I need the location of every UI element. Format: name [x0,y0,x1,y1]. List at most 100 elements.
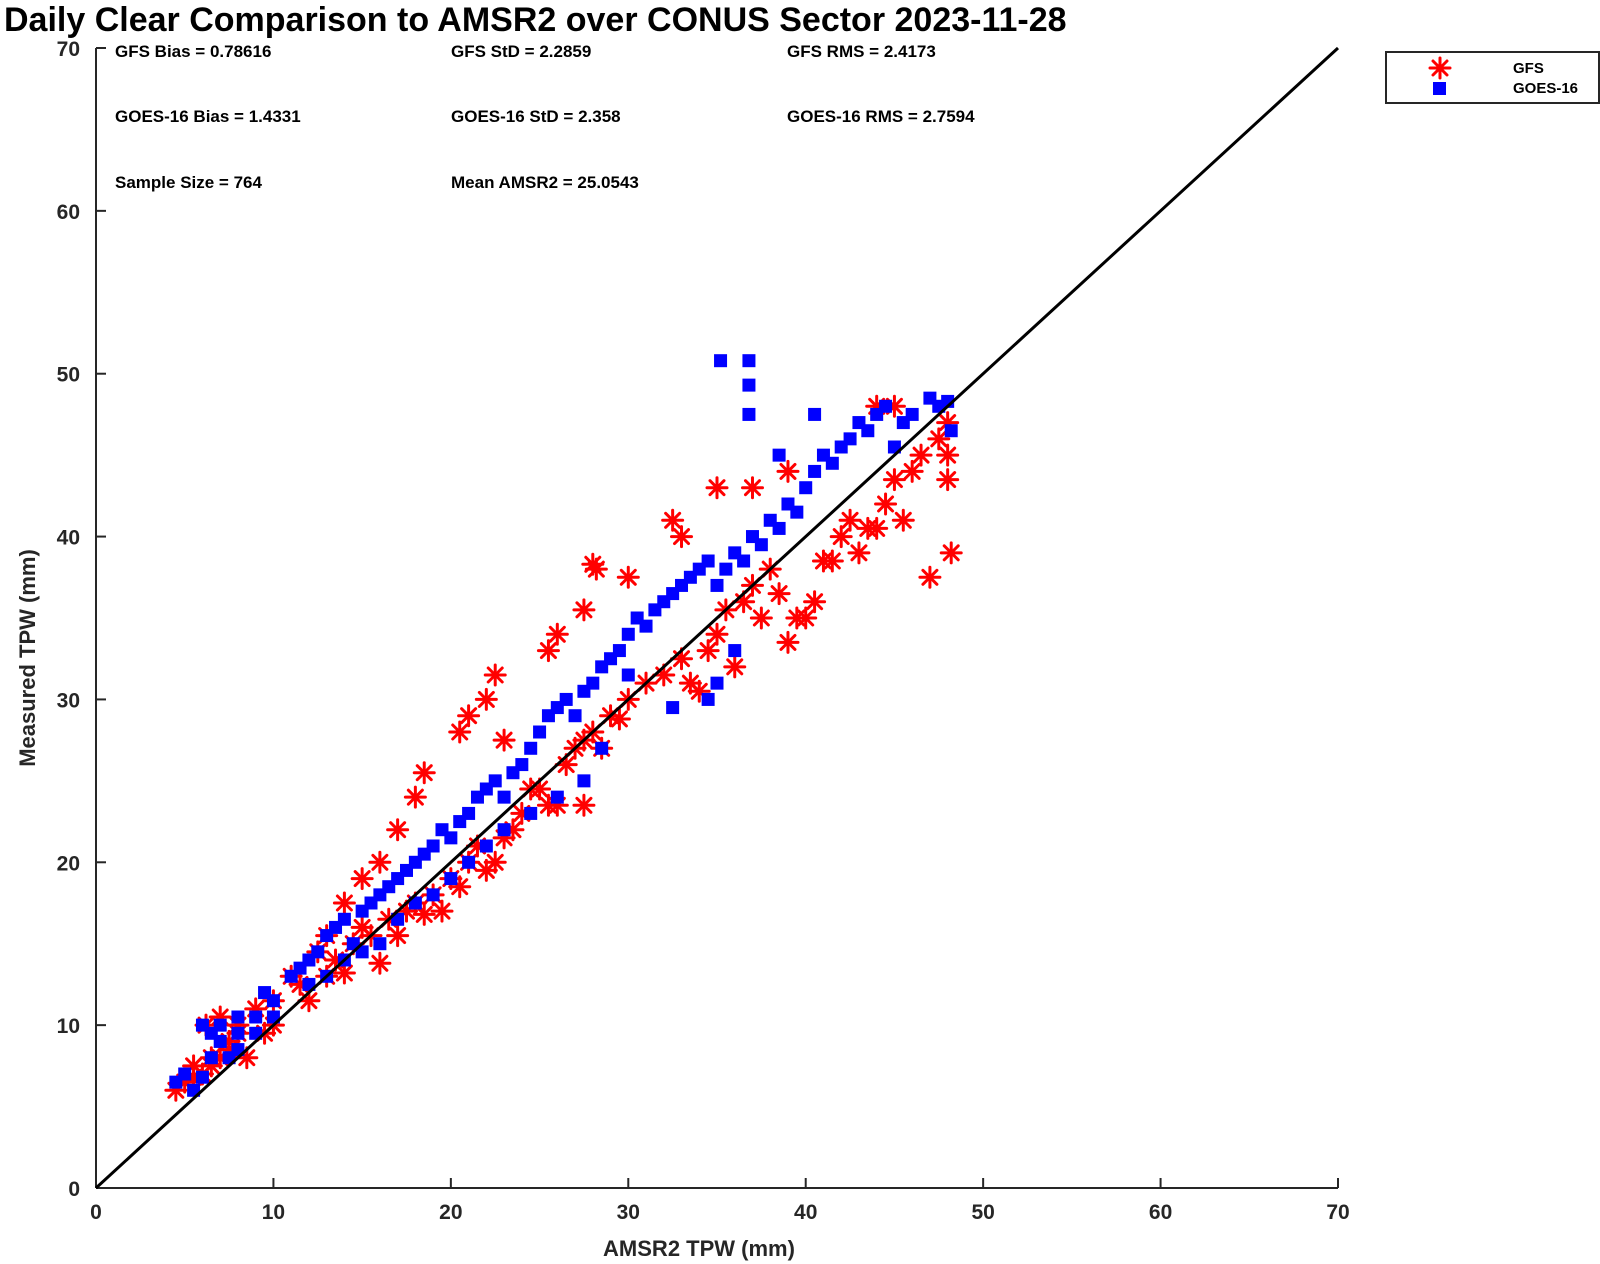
goes-point [231,1010,245,1024]
goes-point [861,424,875,438]
goes-point [249,1010,263,1024]
goes-point [497,790,511,804]
x-tick-label: 40 [794,1201,817,1224]
goes-point [515,758,529,772]
stat-gfs-rms: GFS RMS = 2.4173 [787,42,936,61]
one-to-one-line [94,46,1340,1190]
legend-goes-label: GOES-16 [1513,80,1578,97]
goes-point [742,378,756,392]
goes-point [373,937,387,951]
x-tick-label: 30 [617,1201,640,1224]
gfs-point [670,525,694,549]
stat-goes-std: GOES-16 StD = 2.358 [451,107,621,126]
gfs-point [874,492,898,516]
legend-gfs-marker [1428,56,1452,80]
gfs-point [448,875,472,899]
goes-point [497,823,511,837]
legend-goes-marker [1433,82,1446,95]
goes-point [728,644,742,658]
gfs-point [607,707,631,731]
gfs-point [838,508,862,532]
x-tick-label: 70 [1326,1201,1349,1224]
legend-box [1385,51,1600,104]
gfs-point [891,508,915,532]
x-tick-label: 20 [439,1201,462,1224]
goes-point [444,831,458,845]
stat-goes-bias: GOES-16 Bias = 1.4331 [115,107,301,126]
goes-point [462,806,476,820]
gfs-point [368,951,392,975]
gfs-point [927,427,951,451]
goes-point [843,432,857,446]
chart-title: Daily Clear Comparison to AMSR2 over CON… [4,1,1067,39]
goes-point [595,741,609,755]
goes-point [879,399,893,413]
goes-point [231,1026,245,1040]
gfs-point [723,655,747,679]
x-tick-label: 50 [971,1201,994,1224]
goes-point [426,839,440,853]
scatter-points [164,354,963,1102]
goes-point [577,774,591,788]
goes-point [524,741,538,755]
gfs-point [483,850,507,874]
goes-point [714,354,728,368]
y-tick-label: 10 [57,1015,80,1038]
goes-point [742,407,756,421]
gfs-point [448,720,472,744]
gfs-point [936,443,960,467]
gfs-point [350,915,374,939]
goes-point [710,578,724,592]
y-tick-label: 60 [57,201,80,224]
gfs-point [572,793,596,817]
gfs-point [749,606,773,630]
gfs-point [936,468,960,492]
gfs-point [584,557,608,581]
gfs-point [412,902,436,926]
x-tick-label: 0 [90,1201,102,1224]
gfs-point [403,785,427,809]
stat-gfs-bias: GFS Bias = 0.78616 [115,42,271,61]
goes-point [772,521,786,535]
goes-point [488,774,502,788]
goes-point [799,481,813,495]
goes-point [742,354,756,368]
goes-point [426,888,440,902]
x-tick-label: 10 [262,1201,285,1224]
gfs-point [696,639,720,663]
axis-ticks: 0 10 20 30 40 50 60 70 0 10 20 30 40 50 60 70 [57,38,1350,1224]
goes-point [550,790,564,804]
y-tick-label: 30 [57,689,80,712]
goes-point [621,668,635,682]
gfs-point [332,891,356,915]
goes-point [266,994,280,1008]
goes-point [568,709,582,723]
goes-point [586,676,600,690]
y-tick-label: 50 [57,364,80,387]
goes-point [944,424,958,438]
gfs-point [386,924,410,948]
goes-point [612,644,626,658]
goes-point [639,619,653,633]
gfs-point [368,850,392,874]
y-tick-label: 70 [57,38,80,61]
goes-point [701,692,715,706]
gfs-point [776,459,800,483]
stat-gfs-std: GFS StD = 2.2859 [451,42,591,61]
goes-point [524,806,538,820]
y-tick-label: 40 [57,527,80,550]
gfs-point [474,687,498,711]
goes-point [178,1067,192,1081]
gfs-point [545,622,569,646]
goes-point [790,505,804,519]
gfs-point [350,867,374,891]
gfs-point [829,525,853,549]
gfs-point [918,565,942,589]
goes-point [719,562,733,576]
gfs-point [457,704,481,728]
x-tick-label: 60 [1149,1201,1172,1224]
goes-point [754,538,768,552]
gfs-point [616,565,640,589]
goes-point [479,839,493,853]
